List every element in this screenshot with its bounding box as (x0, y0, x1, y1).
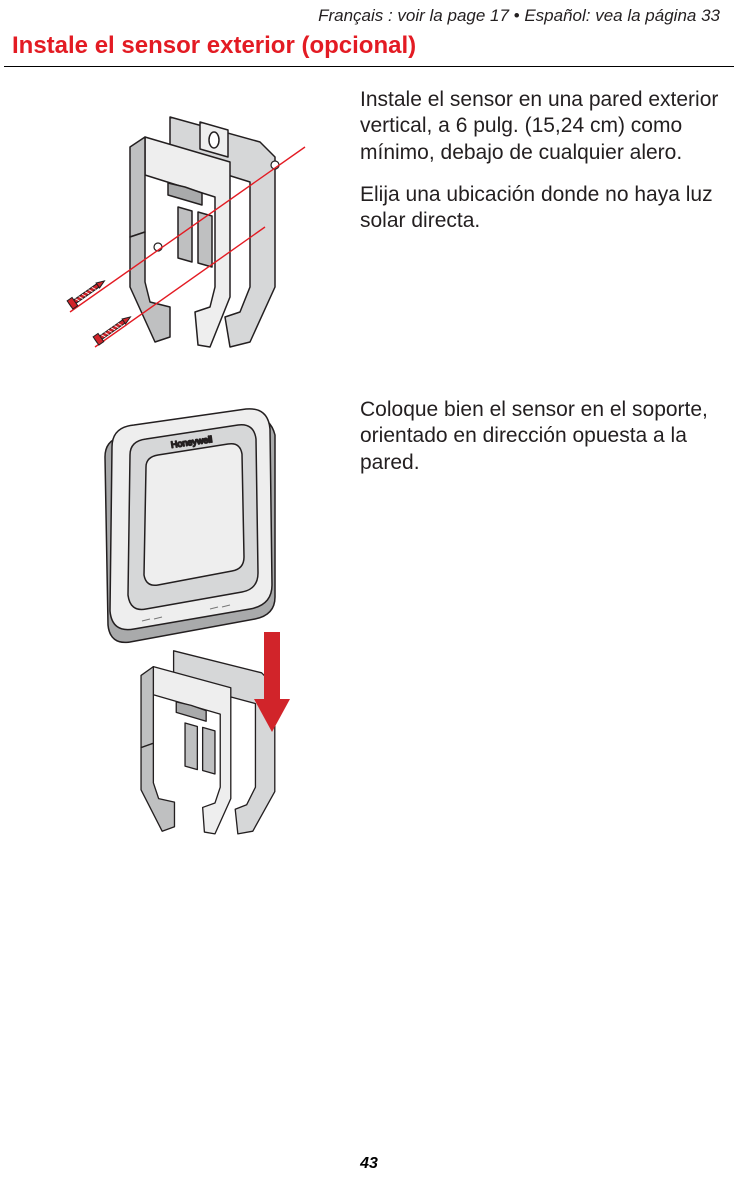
page-title: Instale el sensor exterior (opcional) (4, 28, 734, 67)
section-sensor-text: Coloque bien el sensor en el soporte, or… (360, 397, 738, 492)
sensor-instruction-1: Coloque bien el sensor en el soporte, or… (360, 397, 724, 476)
bracket-instruction-1: Instale el sensor en una pared exterior … (360, 87, 724, 166)
figure-sensor: Honeywell (0, 397, 360, 837)
figure-bracket (0, 87, 360, 367)
header-language-note: Français : voir la page 17 • Español: ve… (0, 0, 738, 28)
page-number: 43 (0, 1155, 738, 1173)
section-sensor: Honeywell (0, 397, 738, 837)
section-bracket: Instale el sensor en una pared exterior … (0, 87, 738, 367)
section-bracket-text: Instale el sensor en una pared exterior … (360, 87, 738, 250)
bracket-instruction-2: Elija una ubicación donde no haya luz so… (360, 182, 724, 235)
